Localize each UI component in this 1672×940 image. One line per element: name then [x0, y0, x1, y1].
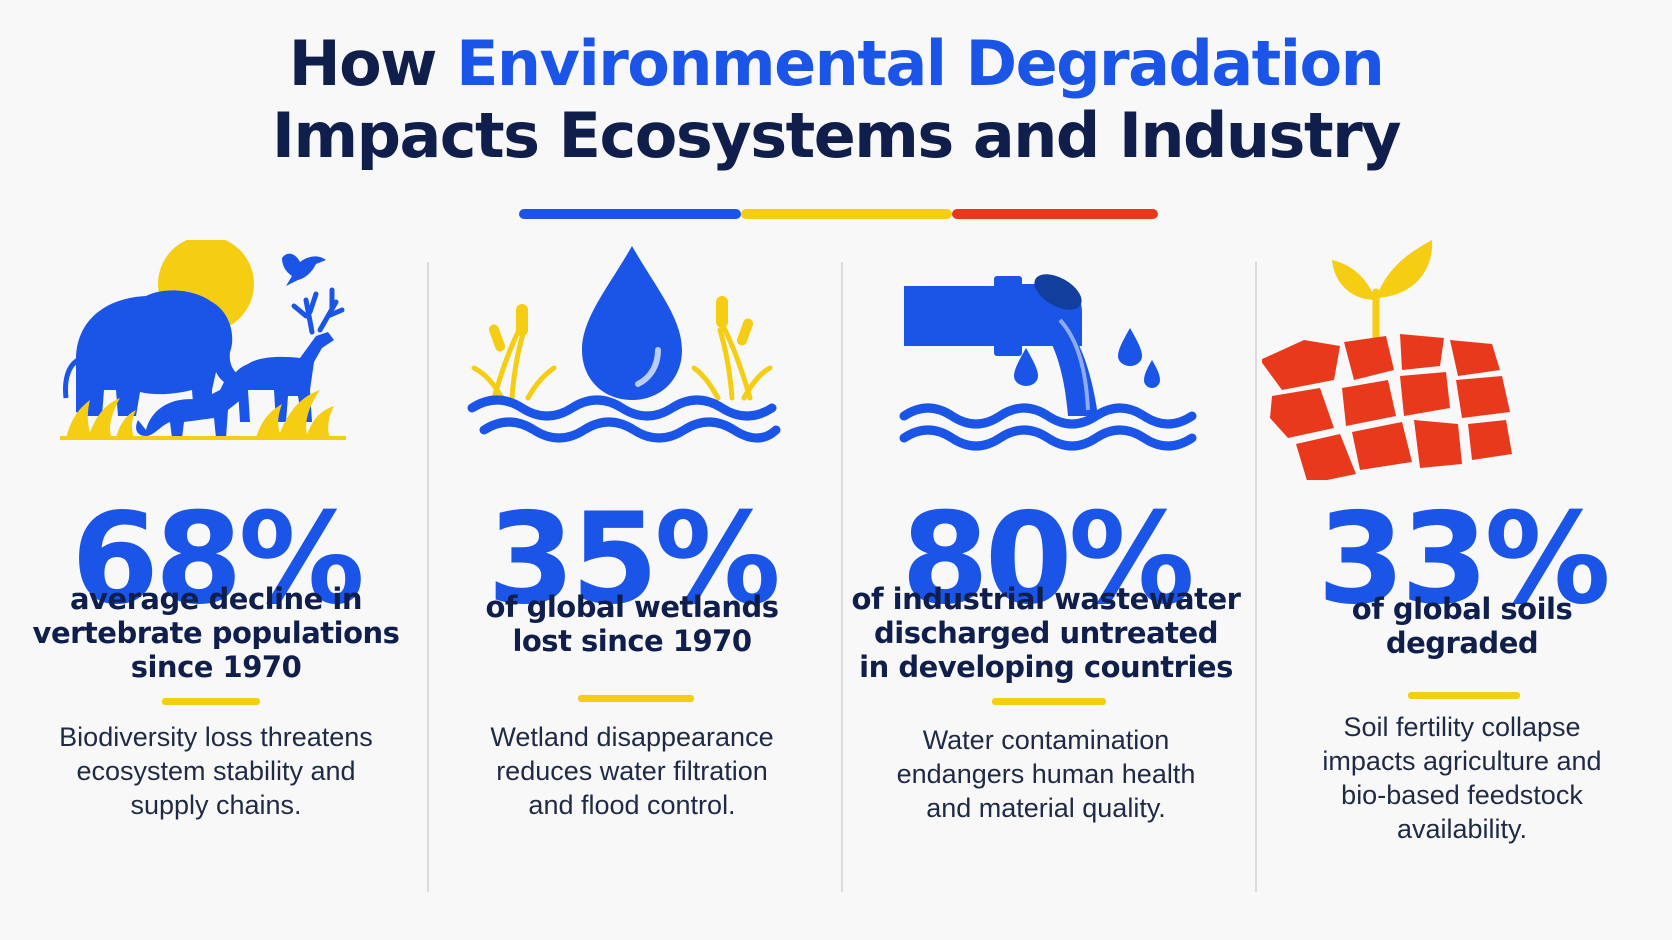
column-divider: [1255, 262, 1257, 892]
stat-value: 33%: [1317, 485, 1611, 632]
stat-description: Biodiversity loss threatens ecosystem st…: [59, 722, 373, 820]
stat-headline: of global wetlands lost since 1970: [485, 590, 779, 658]
title-underline-yellow: [741, 209, 952, 219]
stat-card-wetlands: 35% of global wetlands lost since 1970 W…: [432, 240, 832, 900]
stat-description: Water contamination endangers human heal…: [896, 725, 1196, 823]
stat-headline: of industrial wastewater discharged untr…: [851, 582, 1241, 684]
yellow-rule: [992, 698, 1106, 705]
stat-headline: of global soils degraded: [1351, 592, 1573, 660]
title-prefix: How: [288, 27, 457, 100]
yellow-rule: [578, 695, 694, 702]
yellow-rule: [162, 698, 260, 705]
stat-card-soils: 33% of global soils degraded Soil fertil…: [1262, 240, 1662, 900]
water-drop-wetland-icon: [432, 240, 832, 480]
title-line-1: How Environmental Degradation: [0, 28, 1672, 100]
stat-headline: average decline in vertebrate population…: [32, 582, 400, 684]
stat-card-biodiversity: 68% average decline in vertebrate popula…: [16, 240, 416, 900]
column-divider: [841, 262, 843, 892]
title-line-2: Impacts Ecosystems and Industry: [271, 99, 1402, 172]
title-underline-blue: [519, 209, 741, 219]
stat-value: 35%: [487, 485, 781, 632]
stat-value: 80%: [901, 485, 1195, 632]
page-title: How Environmental Degradation Impacts Ec…: [0, 28, 1672, 172]
stat-card-wastewater: 80% of industrial wastewater discharged …: [846, 240, 1246, 900]
stat-value: 68%: [71, 485, 365, 632]
stat-description: Soil fertility collapse impacts agricult…: [1322, 712, 1602, 844]
wildlife-icon: [16, 240, 416, 480]
stat-description: Wetland disappearance reduces water filt…: [490, 722, 774, 820]
column-divider: [427, 262, 429, 892]
title-underline-red: [952, 209, 1158, 219]
wastewater-pipe-icon: [846, 240, 1246, 480]
title-accent: Environmental Degradation: [456, 27, 1385, 100]
yellow-rule: [1408, 692, 1520, 699]
degraded-soil-sprout-icon: [1262, 240, 1662, 480]
